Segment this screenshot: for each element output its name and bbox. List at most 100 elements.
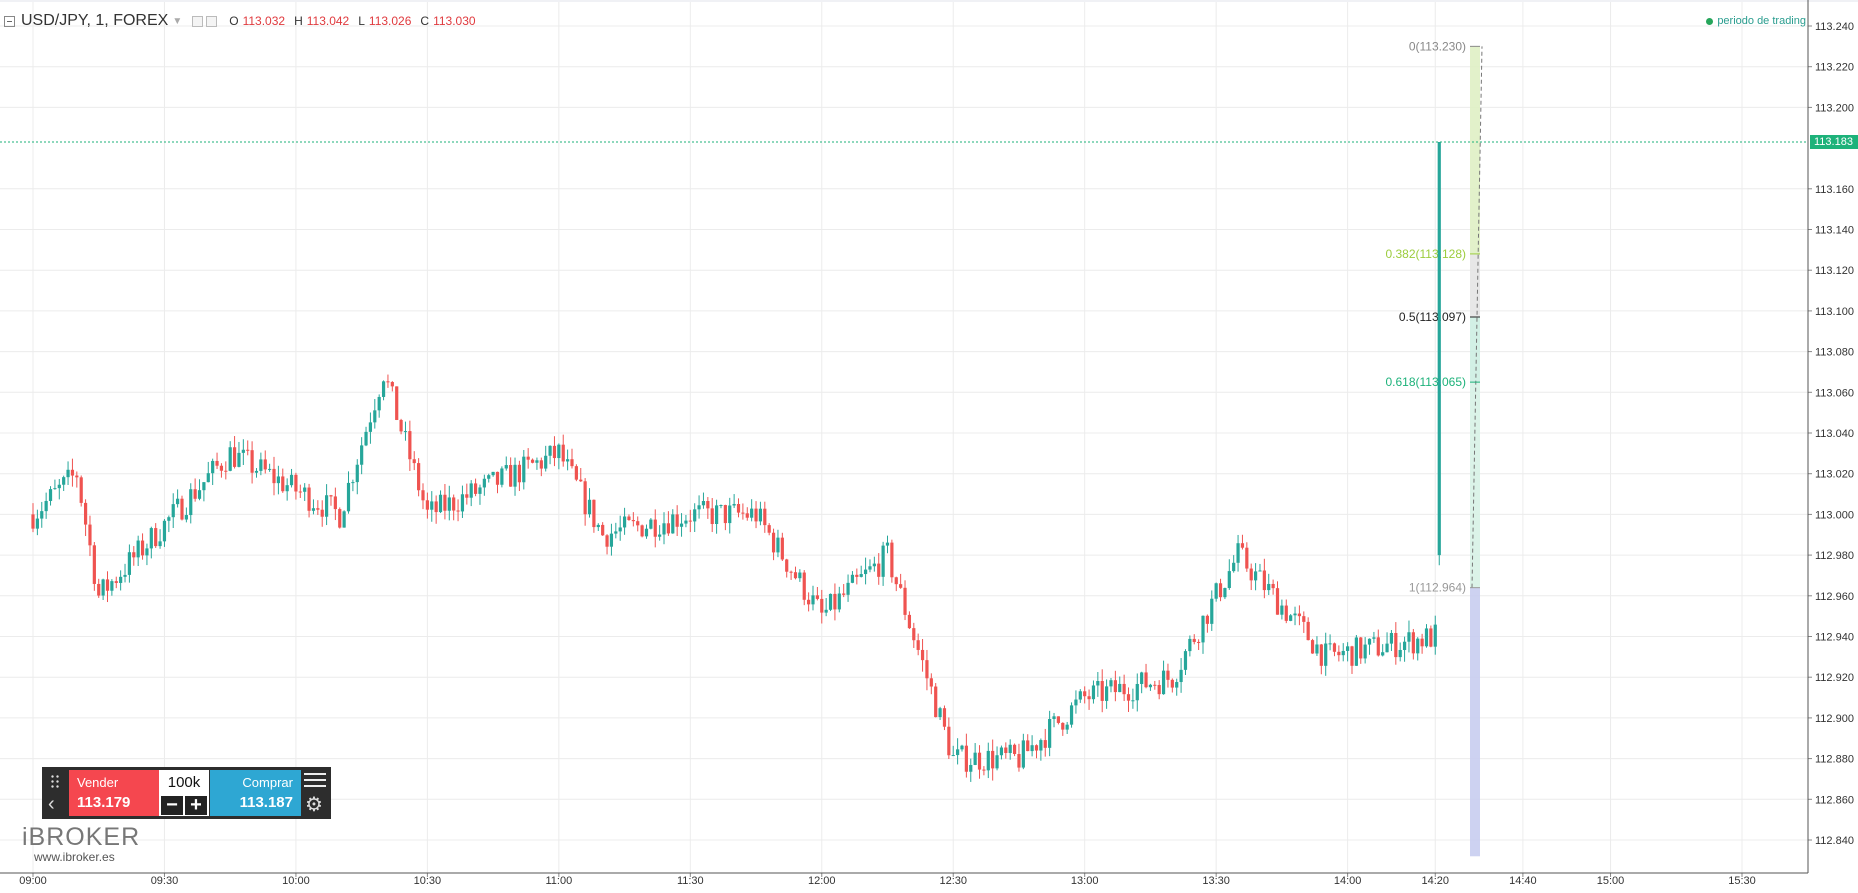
- candle-body: [368, 422, 373, 432]
- time-axis-label: 13:30: [1202, 875, 1230, 887]
- candle-body: [1140, 672, 1144, 684]
- candle-body: [412, 459, 416, 464]
- status-dot-icon: [1706, 17, 1714, 25]
- chevron-left-icon[interactable]: ‹: [48, 793, 55, 815]
- candle-body: [1201, 615, 1205, 643]
- fib-zone-band: [1470, 253, 1480, 318]
- candle-body: [1105, 686, 1109, 701]
- candle-body: [1398, 649, 1402, 658]
- candle-body: [579, 479, 583, 482]
- candle-body: [105, 579, 110, 591]
- candle-body: [500, 468, 504, 485]
- settings-icon[interactable]: [206, 15, 218, 27]
- candle-body: [254, 470, 259, 473]
- candle-body: [920, 649, 925, 661]
- candle-body: [530, 459, 535, 463]
- candle-body: [964, 745, 968, 772]
- candle-body: [285, 485, 289, 492]
- candle-body: [241, 449, 245, 453]
- candle-body: [1346, 646, 1350, 651]
- candle-body: [110, 581, 114, 591]
- trade-panel-handle[interactable]: ‹: [42, 767, 68, 819]
- visibility-icon[interactable]: [192, 15, 204, 27]
- candle-body: [1416, 638, 1420, 654]
- candle-body: [614, 531, 618, 534]
- candle-body: [885, 542, 890, 546]
- time-axis-label: 15:00: [1597, 875, 1625, 887]
- candle-body: [355, 464, 359, 483]
- candle-body: [942, 708, 947, 727]
- quantity-input[interactable]: 100k: [167, 774, 201, 791]
- drag-handle-icon[interactable]: [50, 774, 60, 788]
- open-label: O: [229, 14, 239, 28]
- brand-url: www.ibroker.es: [34, 850, 115, 864]
- candle-body: [465, 494, 469, 498]
- candle-body: [31, 514, 35, 529]
- candle-body: [815, 595, 819, 599]
- candle-body: [268, 468, 272, 470]
- low-label: L: [358, 14, 365, 28]
- candle-body: [863, 569, 868, 575]
- candle-body: [986, 750, 990, 771]
- candle-body: [807, 599, 811, 605]
- candle-body: [574, 466, 578, 480]
- candle-body: [342, 511, 346, 528]
- candle-body: [544, 455, 548, 469]
- candle-body: [1183, 651, 1188, 670]
- candle-body: [495, 471, 500, 485]
- candle-body: [263, 459, 267, 470]
- fib-level-label: 0.618(113.065): [1385, 375, 1466, 389]
- session-status: periodo de trading: [1706, 15, 1806, 27]
- candle-body: [666, 523, 670, 534]
- candle-body: [329, 495, 333, 497]
- candle-body: [776, 537, 780, 553]
- candle-body: [750, 508, 754, 518]
- candle-body: [622, 516, 627, 528]
- candle-body: [504, 465, 508, 469]
- sell-button[interactable]: Vender 113.179: [69, 770, 159, 816]
- increase-quantity-button[interactable]: +: [185, 795, 207, 815]
- candle-body: [1087, 696, 1091, 700]
- candle-body: [859, 574, 863, 577]
- candle-body: [162, 520, 167, 542]
- candle-body: [167, 517, 171, 521]
- candle-body: [1030, 745, 1034, 752]
- candle-body: [903, 587, 907, 615]
- candle-body: [294, 474, 298, 492]
- candle-body: [872, 563, 876, 567]
- candle-body: [894, 577, 898, 585]
- candle-body: [570, 459, 574, 467]
- candle-body: [70, 469, 75, 476]
- buy-label: Comprar: [242, 775, 293, 790]
- candle-body: [640, 525, 644, 537]
- candle-body: [1012, 744, 1017, 755]
- candle-body: [324, 495, 329, 517]
- candle-body: [1385, 643, 1389, 653]
- buy-button[interactable]: Comprar 113.187: [210, 770, 301, 816]
- candle-body: [956, 749, 960, 756]
- candle-body: [1008, 744, 1012, 753]
- candle-body: [780, 537, 784, 560]
- candle-body: [1065, 724, 1069, 730]
- menu-icon[interactable]: [304, 773, 326, 791]
- candle-body: [1118, 683, 1122, 693]
- candle-body: [66, 469, 70, 478]
- candle-body: [460, 494, 465, 512]
- candle-body: [557, 444, 561, 459]
- price-axis-label: 112.880: [1815, 754, 1854, 766]
- gear-icon[interactable]: ⚙: [305, 794, 323, 816]
- candle-body: [833, 593, 837, 610]
- collapse-icon[interactable]: [4, 15, 15, 27]
- candle-body: [1197, 641, 1201, 643]
- candle-body: [627, 516, 631, 521]
- price-axis-label: 113.240: [1815, 21, 1854, 33]
- candle-body: [947, 726, 951, 756]
- candle-body: [132, 552, 136, 558]
- candle-body: [1437, 141, 1441, 556]
- decrease-quantity-button[interactable]: −: [161, 795, 183, 815]
- candle-body: [62, 477, 66, 485]
- candle-body: [1253, 571, 1258, 581]
- symbol-title[interactable]: USD/JPY, 1, FOREX: [21, 12, 169, 29]
- chevron-down-icon[interactable]: ▼: [172, 15, 183, 27]
